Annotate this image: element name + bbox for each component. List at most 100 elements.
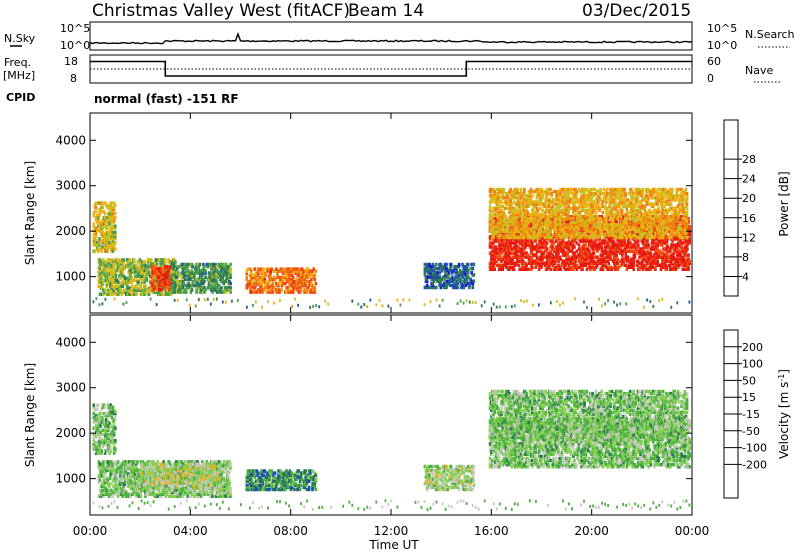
data-cell [550,243,553,247]
data-cell [561,253,565,257]
data-cell [378,298,381,302]
data-cell [614,267,617,271]
data-cell [491,227,494,231]
data-cell [471,267,475,271]
data-cell [303,277,306,282]
data-cell [408,298,411,302]
data-cell [666,245,670,249]
data-cell [528,194,532,198]
data-cell [104,230,108,235]
data-cell [455,283,459,288]
data-cell [109,290,112,294]
data-cell [455,271,459,275]
data-cell [501,221,504,225]
data-cell [500,259,503,263]
data-cell [554,227,558,231]
data-cell [591,204,594,208]
data-cell [529,267,533,271]
data-cell [303,290,306,294]
data-cell [462,269,465,273]
data-cell [515,245,518,249]
data-cell [537,219,541,223]
data-cell [100,203,103,207]
data-cell [657,253,661,257]
data-cell [264,279,268,284]
data-cell [591,206,594,211]
data-cell [586,189,590,194]
data-cell [456,302,459,305]
data-cell [568,257,572,261]
data-cell [612,239,615,243]
data-cell [263,271,267,275]
data-cell [645,267,648,271]
data-cell [583,235,586,240]
data-cell [593,267,597,271]
data-cell [387,304,390,308]
data-cell [560,208,564,213]
data-cell [151,277,154,282]
data-cell [443,285,446,290]
data-cell [532,225,535,229]
data-cell [573,204,576,208]
data-cell [576,210,580,215]
data-cell [654,267,657,271]
data-cell [551,198,555,202]
data-cell [536,208,540,213]
data-cell [564,189,567,194]
data-cell [567,243,571,247]
data-cell [161,264,165,268]
data-cell [515,212,518,217]
data-cell [143,270,146,274]
data-cell [612,249,615,253]
data-cell [195,269,198,273]
data-cell [532,221,535,225]
data-cell [604,229,607,233]
data-cell [197,277,201,282]
data-cell [582,243,585,247]
data-cell [199,275,203,279]
data-cell [607,261,610,265]
data-cell [294,297,296,301]
data-cell [681,241,685,245]
data-cell [104,260,107,264]
data-cell [491,255,494,259]
data-cell [94,238,98,243]
data-cell [621,253,624,257]
data-cell [548,261,551,265]
data-cell [158,275,161,279]
data-cell [531,227,534,231]
data-cell [537,235,541,240]
data-cell [170,271,173,275]
data-cell [509,235,512,240]
data-cell [610,267,614,271]
data-cell [105,282,109,286]
data-cell [584,210,588,215]
data-cell [251,277,254,282]
data-cell [525,255,528,259]
data-cell [203,264,206,269]
data-cell [520,249,524,253]
data-cell [468,283,471,288]
data-cell [681,249,685,253]
data-cell [646,239,649,243]
data-cell [540,255,543,259]
data-cell [212,277,215,282]
data-cell [545,192,549,196]
data-cell [312,267,315,271]
data-cell [144,286,147,290]
data-cell [97,228,100,232]
data-cell [540,223,543,227]
data-cell [587,227,591,231]
data-cell [221,279,224,284]
data-cell [645,225,648,229]
data-cell [106,272,110,276]
data-cell [544,208,548,213]
data-cell [310,277,313,282]
data-cell [254,271,258,275]
data-cell [115,260,119,264]
data-cell [106,292,110,296]
data-cell [259,288,262,292]
data-cell [314,269,318,273]
data-cell [520,217,524,221]
data-cell [466,275,470,279]
